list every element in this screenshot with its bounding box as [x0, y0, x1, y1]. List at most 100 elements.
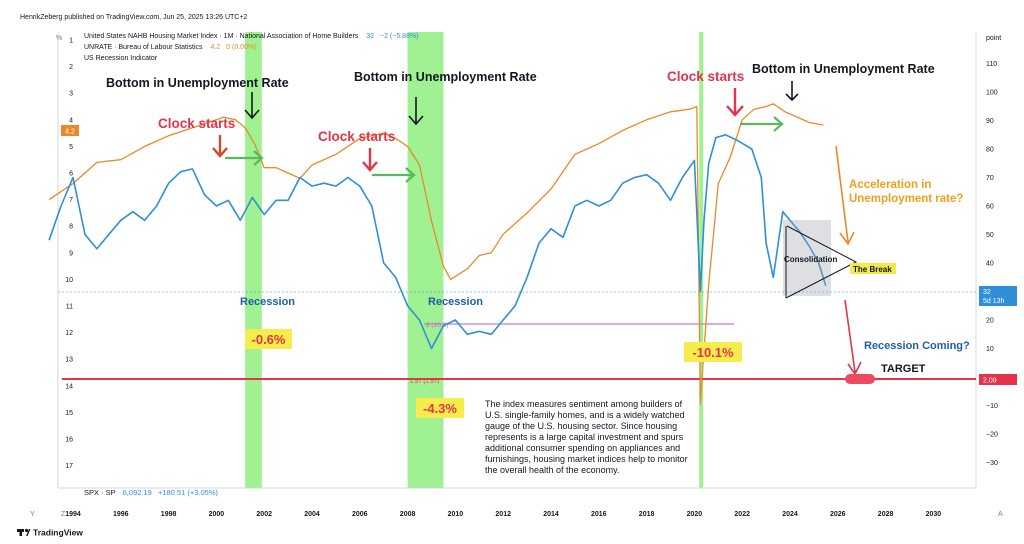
legend-unrate[interactable]: UNRATE · Bureau of Labour Statistics 4.2…	[84, 44, 257, 51]
x-tick-label: 1998	[161, 511, 177, 518]
target-price-tag-text: 2.09	[983, 378, 997, 385]
x-tick-label: 2010	[448, 511, 464, 518]
right-tick-label: 90	[986, 118, 994, 125]
recession-band	[699, 32, 704, 488]
legend-nahb[interactable]: United States NAHB Housing Market Index …	[84, 33, 419, 40]
x-tick-label: 2014	[543, 511, 559, 518]
left-tick-label: 3	[69, 91, 73, 98]
x-tick-label: 2002	[256, 511, 272, 518]
left-axis-unit: %	[56, 35, 62, 42]
x-tick-label: 2024	[782, 511, 798, 518]
description-line: gauge of the U.S. housing sector. Since …	[485, 421, 677, 431]
consolidation-triangle	[785, 225, 858, 299]
spx-readout[interactable]: SPX · SP 6,092.19 +180.51 (+3.05%)	[84, 488, 218, 497]
acceleration-label-1: Acceleration in	[849, 179, 931, 191]
nahb-price-tag-value: 32	[983, 289, 991, 296]
legend-nahb-name: United States NAHB Housing Market Index …	[84, 33, 359, 40]
left-tick-label: 9	[69, 250, 73, 257]
drop-label-2: -4.3%	[423, 401, 457, 416]
clock-label-2: Clock starts	[318, 129, 395, 144]
nahb-price-tag	[979, 286, 1017, 306]
level-2009-label: 2 (20.8)	[426, 322, 448, 329]
bottom-arrows	[225, 116, 784, 183]
drop-box-3	[684, 342, 742, 362]
clock-arrow-1	[212, 135, 228, 158]
footer: SPX · SP 6,092.19 +180.51 (+3.05%) Y Z A…	[17, 488, 1003, 538]
tradingview-logo-icon	[17, 528, 31, 536]
left-tick-label: 12	[65, 330, 73, 337]
left-tick-label: 10	[65, 277, 73, 284]
x-tick-label: 2028	[878, 511, 894, 518]
left-tick-label: 1	[69, 38, 73, 45]
green-arrow-3	[740, 116, 784, 132]
right-tick-label: 50	[986, 232, 994, 239]
auto-scale-button[interactable]: A	[998, 511, 1003, 518]
consolidation-box	[783, 220, 831, 296]
recession-label-2: Recession	[428, 296, 483, 308]
consolidation-label: Consolidation	[784, 255, 837, 264]
x-tick-label: 1996	[113, 511, 129, 518]
the-break-label: The Break	[853, 265, 892, 274]
green-arrow-1	[225, 150, 264, 166]
legend-unrate-value: 4.2	[210, 44, 220, 51]
description-line: represents is a large capital investment…	[485, 432, 684, 442]
target-price-tag	[979, 374, 1017, 385]
left-tick-label: 7	[69, 197, 73, 204]
nav-z-button[interactable]: Z	[61, 511, 66, 518]
right-axis-unit: point	[986, 35, 1001, 42]
right-tick-label: −30	[986, 460, 998, 467]
x-tick-label: 2020	[687, 511, 703, 518]
unrate-series-line	[48, 103, 824, 406]
legend-unrate-change: 0 (0.00%)	[226, 44, 256, 51]
drop-boxes: -0.6% -4.3% -10.1%	[245, 329, 742, 418]
drop-label-3: -10.1%	[692, 345, 734, 360]
clock-label-3: Clock starts	[667, 69, 744, 84]
drop-box-2	[416, 398, 464, 418]
left-tick-label: 6	[69, 171, 73, 178]
right-axis: 1101009080706050403020100−10−20−30	[986, 61, 998, 467]
legend-nahb-value: 32	[366, 33, 374, 40]
right-tick-label: 60	[986, 204, 994, 211]
plot-frame	[57, 32, 977, 489]
legend-unrate-name: UNRATE · Bureau of Labour Statistics	[84, 44, 203, 51]
left-tick-label: 17	[65, 463, 73, 470]
bottom-label-2: Bottom in Unemployment Rate	[354, 70, 537, 84]
left-price-tag	[61, 125, 79, 136]
recession-band	[245, 32, 262, 488]
spx-label: SPX · SP	[84, 488, 116, 497]
chart-header: HenrikZeberg published on TradingView.co…	[20, 14, 1001, 62]
acceleration-label-2: Unemployment rate?	[849, 193, 963, 205]
clock-arrows	[212, 88, 744, 172]
legend-nahb-change: −2 (−5.88%)	[380, 33, 419, 40]
right-tick-label: −20	[986, 432, 998, 439]
publisher-text: HenrikZeberg published on TradingView.co…	[20, 14, 247, 21]
spx-value: 6,092.19	[123, 488, 152, 497]
recession-coming-arrow	[844, 299, 862, 376]
bottom-label-3: Bottom in Unemployment Rate	[752, 62, 935, 76]
black-arrow-1	[244, 92, 260, 120]
right-tick-label: −10	[986, 403, 998, 410]
description-line: additional consumer spending on applianc…	[485, 443, 680, 453]
left-tick-label: 14	[65, 383, 73, 390]
nav-y-button[interactable]: Y	[30, 511, 35, 518]
x-tick-label: 2006	[352, 511, 368, 518]
right-tick-label: 70	[986, 175, 994, 182]
left-tick-label: 4	[69, 117, 73, 124]
acceleration-arrow	[835, 145, 855, 246]
x-axis: 1994 1996 1998 2000 2002 2004 2006 2008 2010 2012…	[65, 511, 941, 518]
tradingview-brand: TradingView	[33, 528, 83, 538]
description-line: furnishings, housing market indices help…	[485, 454, 688, 464]
series-lines	[48, 103, 827, 406]
legend-recession[interactable]: US Recession Indicator	[84, 55, 158, 62]
bottom-label-1: Bottom in Unemployment Rate	[106, 76, 289, 90]
x-tick-label: 1994	[65, 511, 81, 518]
left-tick-label: 16	[65, 437, 73, 444]
x-tick-label: 2030	[926, 511, 942, 518]
target-label: TARGET	[881, 363, 926, 375]
x-tick-label: 2026	[830, 511, 846, 518]
drop-label-1: -0.6%	[252, 332, 286, 347]
description-line: the overall health of the economy.	[485, 465, 619, 475]
right-tick-label: 110	[986, 61, 997, 68]
